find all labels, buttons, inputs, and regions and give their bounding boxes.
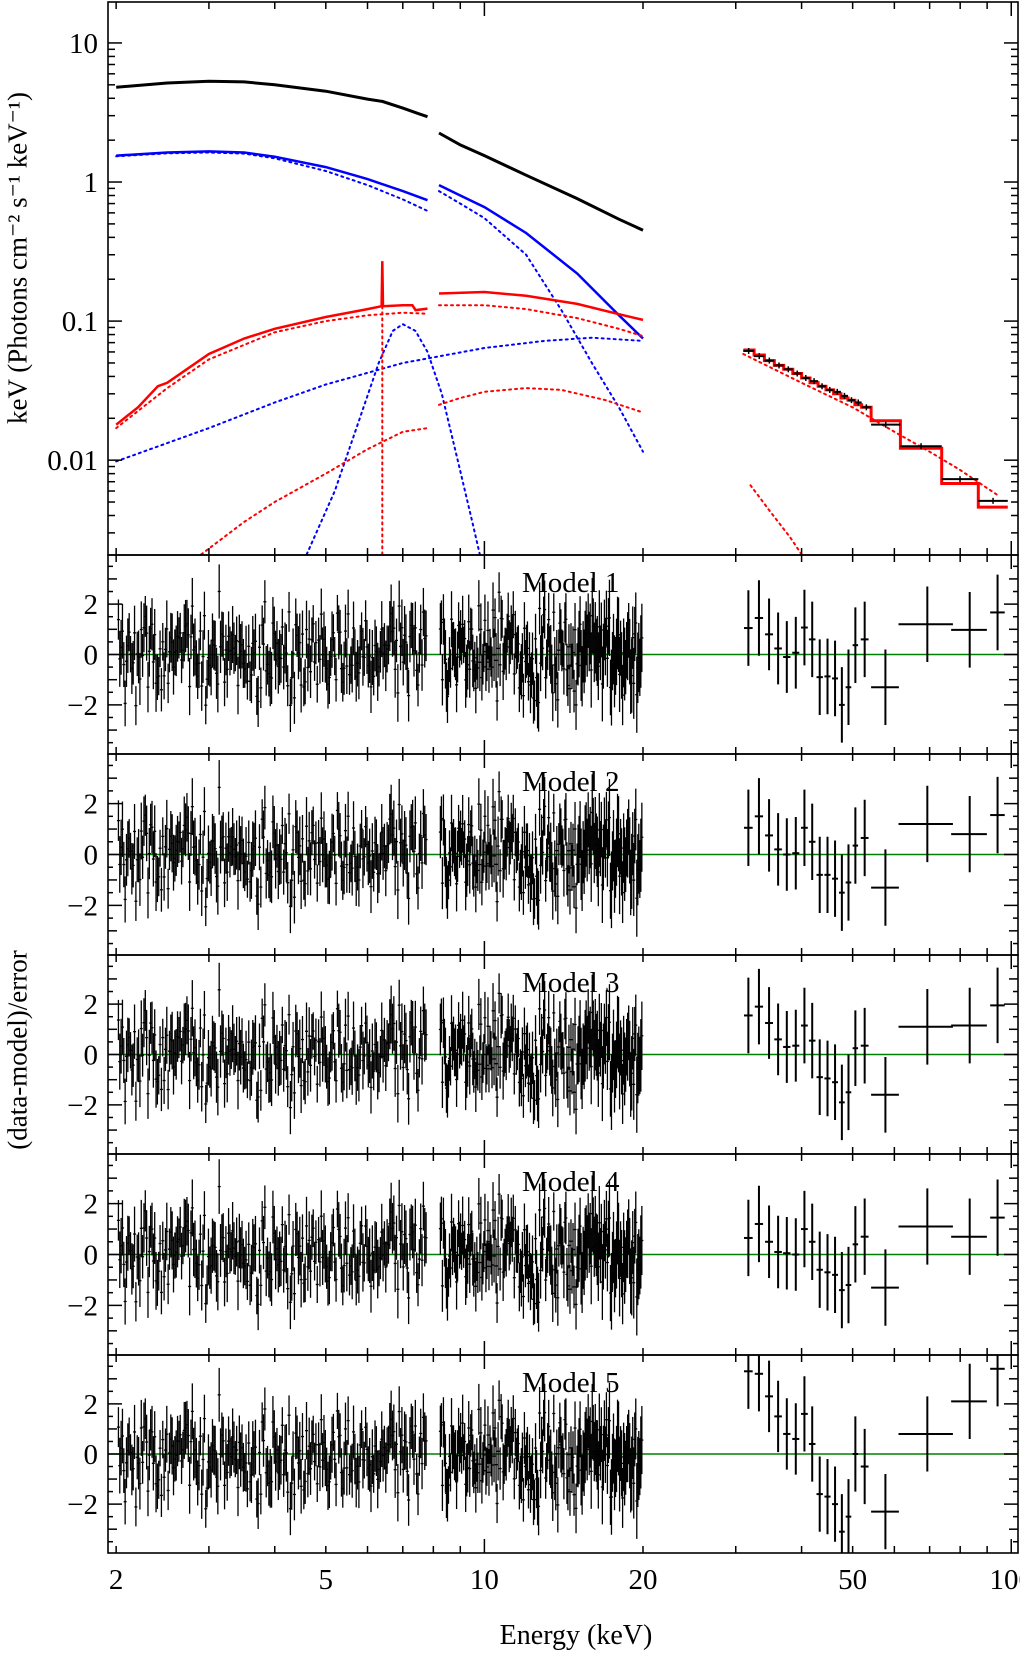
series-model-a-component-1-part-2-	[438, 190, 644, 453]
series-model-b-component-2-part-1-	[200, 427, 429, 555]
series-model-a-component-2	[115, 336, 644, 463]
y-tick-label: 0	[84, 640, 99, 672]
series-data-low-energy-part-1-	[116, 79, 428, 119]
series-model-b-high-energy-component-1	[742, 353, 1001, 498]
panel-label-model-3: Model 3	[522, 967, 619, 999]
panel-label-model-2: Model 2	[522, 766, 619, 798]
residual-plot-area-2	[108, 760, 1018, 937]
residual-plot-area-5	[108, 1355, 1018, 1553]
y-tick-label: 0.1	[62, 306, 98, 338]
residual-plot-area-4	[108, 1159, 1018, 1336]
spectrum-panel-frame	[107, 1, 1019, 556]
y-tick-label: 0	[84, 1240, 99, 1272]
series-model-a-component-3-line-	[305, 323, 481, 555]
spectrum-plot-area	[115, 79, 1008, 555]
y-tick-label: 0	[84, 840, 99, 872]
y-tick-label: 2	[84, 989, 99, 1021]
y-tick-label: −2	[67, 1090, 98, 1122]
residual-plot-area-1	[108, 564, 1018, 743]
series-model-b-high-energy-component-2	[749, 484, 803, 555]
series-data-low-energy-part-2-	[438, 131, 644, 232]
series-model-b-total-part-2-	[438, 290, 644, 322]
y-tick-label: 2	[84, 589, 99, 621]
y-tick-label: −2	[67, 1290, 98, 1322]
y-tick-label: 0	[84, 1040, 99, 1072]
series-model-b-component-1-part-2-	[438, 304, 644, 338]
y-tick-label: −2	[67, 890, 98, 922]
y-tick-label: 2	[84, 1189, 99, 1221]
y-tick-label: 10	[69, 28, 98, 60]
panel-label-model-1: Model 1	[522, 567, 619, 599]
series-model-a-total-part-1-	[116, 150, 428, 202]
y-tick-label: 0.01	[47, 445, 98, 477]
series-model-b-total-part-1-	[115, 261, 428, 426]
y-tick-label: 2	[84, 789, 99, 821]
series-model-b-component-2-part-2-	[438, 387, 644, 414]
series-model-a-total-part-2-	[438, 183, 644, 340]
residual-plot-area-3	[108, 962, 1018, 1141]
series-model-a-component-1-part-1-	[115, 151, 429, 212]
series-model-b-component-1-part-1-	[115, 311, 429, 430]
y-tick-label: 1	[84, 167, 99, 199]
y-tick-label: −2	[67, 690, 98, 722]
panel-label-model-4: Model 4	[522, 1166, 620, 1198]
